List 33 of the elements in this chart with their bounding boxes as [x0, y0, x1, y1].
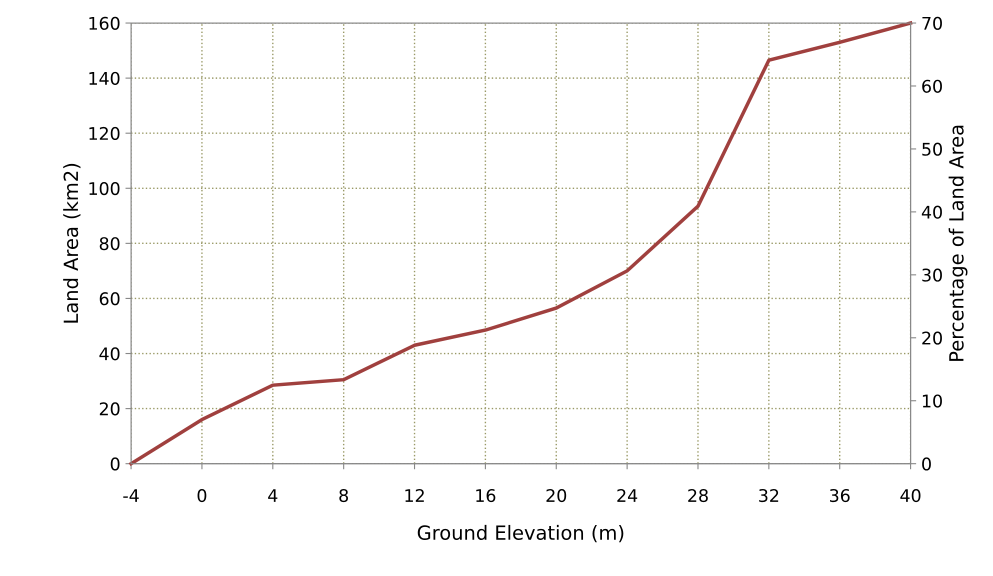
- y-tick-label: 100: [89, 182, 120, 196]
- y2-tick-label: 40: [922, 206, 942, 219]
- y2-tick-label: 60: [922, 80, 942, 93]
- y2-tick-label: 50: [922, 142, 942, 156]
- x-tick-label: 4: [268, 489, 278, 502]
- y2-axis-title: Percentage of Land Area: [948, 126, 968, 361]
- line-series: [129, 21, 912, 466]
- y-tick-label: 140: [89, 72, 120, 85]
- y-tick-label: 60: [100, 292, 120, 306]
- x-tick-label: 12: [405, 488, 424, 502]
- x-tick-label: 20: [546, 488, 566, 502]
- y2-tick-label: 10: [922, 394, 942, 408]
- y-tick-label: 160: [89, 16, 120, 30]
- y2-tick-label: 0: [922, 457, 931, 471]
- y-tick-label: 80: [100, 237, 120, 250]
- x-axis-title: Ground Elevation (m): [418, 524, 624, 542]
- x-tick-label: 16: [476, 488, 496, 502]
- y-tick-label: 0: [110, 457, 120, 471]
- y2-tick-label: 20: [922, 331, 942, 345]
- y2-tick-label: 70: [922, 16, 942, 30]
- x-tick-label: 36: [830, 488, 850, 502]
- x-tick-label: -4: [123, 489, 139, 502]
- x-tick-label: 0: [198, 488, 206, 502]
- x-tick-label: 8: [339, 488, 348, 502]
- y2-tick-label: 30: [922, 268, 942, 282]
- x-tick-label: 28: [688, 488, 708, 502]
- x-tick-label: 32: [759, 488, 778, 502]
- y-tick-label: 120: [89, 126, 120, 140]
- x-tick-label: 40: [900, 488, 920, 502]
- y-tick-label: 40: [99, 347, 120, 360]
- x-tick-label: 24: [617, 488, 638, 502]
- y-tick-label: 20: [100, 402, 120, 416]
- y-axis-title: Land Area (km2): [63, 164, 80, 323]
